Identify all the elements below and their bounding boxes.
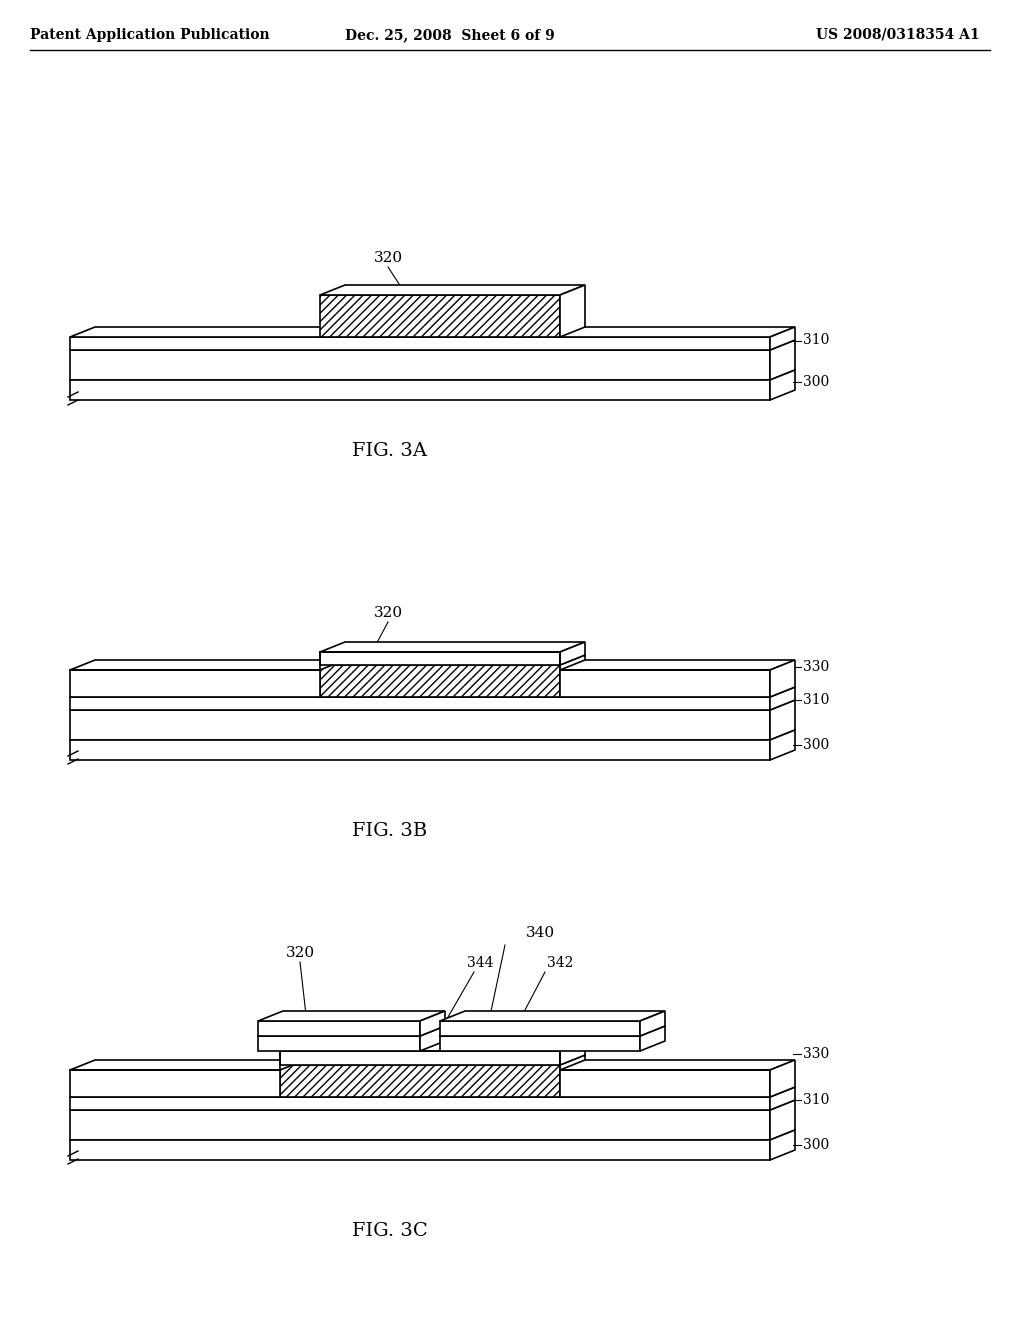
Polygon shape — [440, 1011, 665, 1020]
Polygon shape — [70, 341, 795, 350]
Polygon shape — [420, 1026, 445, 1051]
Polygon shape — [280, 1051, 560, 1065]
Polygon shape — [560, 1060, 795, 1071]
Text: 330: 330 — [803, 660, 829, 675]
Polygon shape — [640, 1026, 665, 1051]
Polygon shape — [770, 1060, 795, 1097]
Polygon shape — [420, 1011, 445, 1036]
Polygon shape — [70, 700, 795, 710]
Polygon shape — [70, 660, 345, 671]
Text: 340: 340 — [525, 927, 555, 940]
Polygon shape — [70, 1097, 770, 1110]
Polygon shape — [70, 1071, 280, 1097]
Polygon shape — [770, 341, 795, 380]
Text: 342: 342 — [547, 956, 573, 970]
Polygon shape — [70, 671, 319, 697]
Polygon shape — [319, 642, 585, 652]
Polygon shape — [560, 660, 795, 671]
Polygon shape — [70, 1060, 305, 1071]
Polygon shape — [560, 1055, 585, 1097]
Polygon shape — [560, 1041, 585, 1065]
Polygon shape — [770, 730, 795, 760]
Polygon shape — [440, 1020, 640, 1036]
Text: 310: 310 — [803, 1093, 829, 1107]
Polygon shape — [640, 1011, 665, 1036]
Polygon shape — [258, 1036, 420, 1051]
Polygon shape — [770, 1086, 795, 1110]
Text: FIG. 3B: FIG. 3B — [352, 822, 428, 840]
Polygon shape — [70, 686, 795, 697]
Polygon shape — [770, 686, 795, 710]
Polygon shape — [770, 370, 795, 400]
Polygon shape — [319, 652, 560, 665]
Text: 330: 330 — [803, 1047, 829, 1061]
Polygon shape — [319, 285, 585, 294]
Polygon shape — [258, 1020, 420, 1036]
Text: 320: 320 — [286, 946, 314, 960]
Polygon shape — [560, 671, 770, 697]
Text: Dec. 25, 2008  Sheet 6 of 9: Dec. 25, 2008 Sheet 6 of 9 — [345, 28, 555, 42]
Text: US 2008/0318354 A1: US 2008/0318354 A1 — [816, 28, 980, 42]
Polygon shape — [70, 327, 795, 337]
Polygon shape — [560, 285, 585, 337]
Polygon shape — [70, 350, 770, 380]
Text: 320: 320 — [374, 251, 402, 265]
Text: 320: 320 — [374, 606, 402, 620]
Polygon shape — [560, 1071, 770, 1097]
Polygon shape — [440, 1036, 640, 1051]
Polygon shape — [258, 1011, 445, 1020]
Polygon shape — [70, 710, 770, 741]
Polygon shape — [70, 1110, 770, 1140]
Polygon shape — [70, 1086, 795, 1097]
Polygon shape — [770, 1100, 795, 1140]
Text: 300: 300 — [803, 375, 829, 389]
Polygon shape — [70, 1140, 770, 1160]
Text: 310: 310 — [803, 693, 829, 708]
Polygon shape — [560, 642, 585, 665]
Polygon shape — [560, 655, 585, 697]
Text: 300: 300 — [803, 738, 829, 752]
Text: Patent Application Publication: Patent Application Publication — [30, 28, 269, 42]
Polygon shape — [770, 660, 795, 697]
Polygon shape — [319, 665, 560, 697]
Polygon shape — [319, 655, 585, 665]
Polygon shape — [70, 1100, 795, 1110]
Polygon shape — [770, 700, 795, 741]
Polygon shape — [258, 1026, 445, 1036]
Polygon shape — [280, 1041, 585, 1051]
Text: FIG. 3A: FIG. 3A — [352, 442, 427, 459]
Polygon shape — [770, 1130, 795, 1160]
Polygon shape — [70, 741, 770, 760]
Polygon shape — [70, 337, 770, 350]
Polygon shape — [319, 294, 560, 337]
Polygon shape — [280, 1065, 560, 1097]
Text: 300: 300 — [803, 1138, 829, 1152]
Text: FIG. 3C: FIG. 3C — [352, 1222, 428, 1239]
Text: 310: 310 — [803, 334, 829, 347]
Text: 344: 344 — [467, 956, 494, 970]
Polygon shape — [280, 1055, 585, 1065]
Polygon shape — [70, 380, 770, 400]
Polygon shape — [770, 327, 795, 350]
Polygon shape — [440, 1026, 665, 1036]
Polygon shape — [70, 697, 770, 710]
